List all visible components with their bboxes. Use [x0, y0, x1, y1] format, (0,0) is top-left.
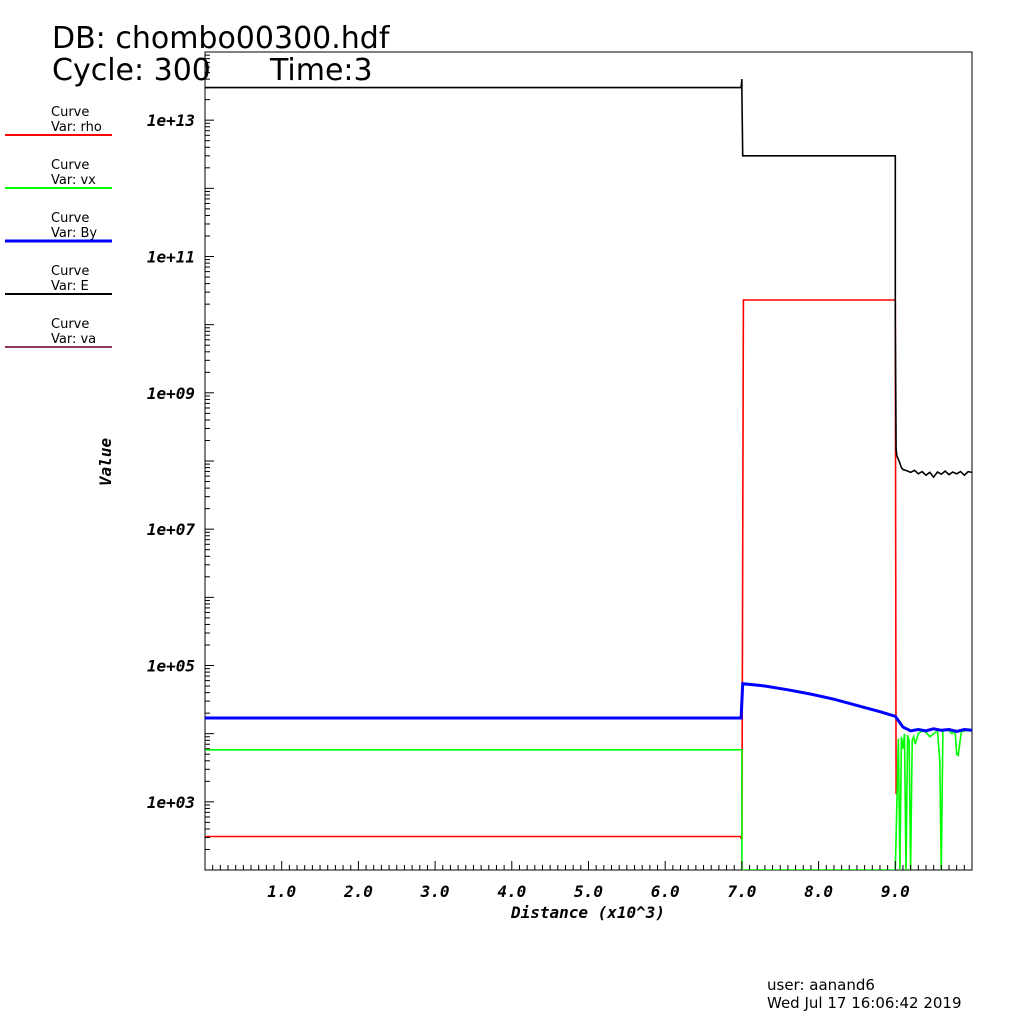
- series-e-line: [205, 79, 972, 479]
- legend-curve-label: Curve: [51, 158, 89, 173]
- y-tick-label: 1e+11: [147, 248, 195, 267]
- plot-frame: [204, 51, 973, 871]
- x-axis: 1.0 2.0 3.0 4.0 5.0 6.0 7.0 8.0 9.0: [212, 861, 965, 901]
- series-by-line: [205, 682, 972, 733]
- y-axis: 1e+03 1e+05 1e+07 1e+09 1e+11 1e+13: [147, 54, 214, 871]
- y-tick-label: 1e+09: [147, 384, 195, 403]
- legend-var-label: Var: E: [51, 279, 89, 294]
- plot-area: [205, 79, 972, 870]
- y-tick-label: 1e+13: [147, 111, 195, 130]
- y-axis-title: Value: [96, 438, 115, 487]
- legend-curve-label: Curve: [51, 264, 89, 279]
- legend-var-label: Var: rho: [51, 120, 102, 135]
- x-tick-label: 6.0: [651, 882, 680, 901]
- y-tick-label: 1e+05: [147, 657, 195, 676]
- legend-var-label: Var: By: [51, 226, 97, 241]
- x-tick-label: 8.0: [804, 882, 833, 901]
- legend-var-label: Var: va: [51, 332, 96, 347]
- footer-user: user: aanand6: [767, 976, 875, 994]
- x-tick-label: 3.0: [420, 882, 450, 901]
- x-tick-label: 9.0: [881, 882, 910, 901]
- legend-curve-label: Curve: [51, 211, 89, 226]
- series-vx-line: [205, 728, 972, 870]
- legend-var-label: Var: vx: [51, 173, 96, 188]
- db-title: DB: chombo00300.hdf: [52, 21, 391, 56]
- cycle-label: Cycle: 300: [52, 53, 211, 88]
- x-tick-label: 7.0: [727, 882, 756, 901]
- time-label: Time:3: [269, 53, 373, 88]
- x-tick-label: 4.0: [497, 882, 526, 901]
- y-tick-label: 1e+07: [147, 520, 196, 539]
- x-tick-label: 2.0: [343, 882, 373, 901]
- legend-curve-label: Curve: [51, 105, 89, 120]
- x-tick-label: 1.0: [267, 882, 296, 901]
- footer-timestamp: Wed Jul 17 16:06:42 2019: [767, 994, 962, 1012]
- x-tick-label: 5.0: [574, 882, 603, 901]
- series-rho-line: [205, 299, 897, 840]
- y-tick-label: 1e+03: [147, 793, 195, 812]
- legend-curve-label: Curve: [51, 317, 89, 332]
- x-axis-title: Distance (x10^3): [510, 903, 665, 922]
